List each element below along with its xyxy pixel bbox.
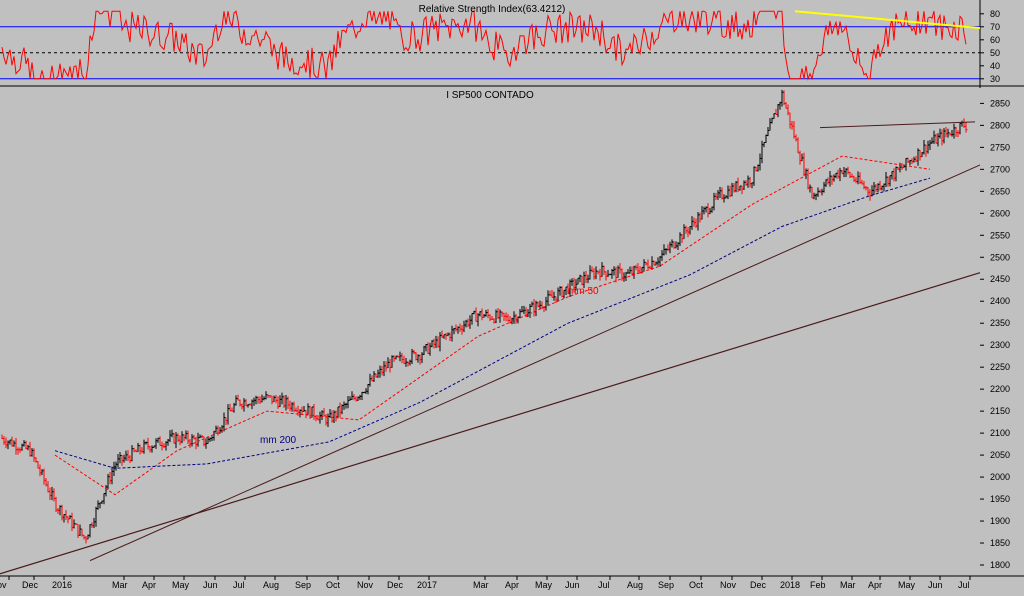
x-tick-label: Apr — [868, 580, 882, 590]
x-tick-label: Nov — [357, 580, 374, 590]
x-tick-label: 2017 — [417, 580, 437, 590]
rsi-tick-label: 40 — [990, 61, 1000, 71]
ma200-line — [54, 177, 931, 469]
rsi-tick-label: 80 — [990, 9, 1000, 19]
price-tick-label: 2650 — [990, 186, 1010, 196]
x-tick-label: Sep — [295, 580, 311, 590]
x-tick-label: Mar — [840, 580, 856, 590]
x-tick-label: Jun — [565, 580, 580, 590]
x-tick-label: 2018 — [780, 580, 800, 590]
rsi-panel — [0, 0, 1024, 576]
price-tick-label: 2100 — [990, 428, 1010, 438]
x-tick-label: Jun — [928, 580, 943, 590]
x-tick-label: 2016 — [52, 580, 72, 590]
price-chart-title: I SP500 CONTADO — [446, 90, 534, 101]
x-tick-label: May — [898, 580, 916, 590]
rsi-line — [1, 9, 967, 81]
price-panel — [0, 88, 1024, 591]
x-tick-label: Jun — [203, 580, 218, 590]
price-tick-label: 2400 — [990, 296, 1010, 306]
x-tick-label: Apr — [505, 580, 519, 590]
x-tick-label: Oct — [326, 580, 341, 590]
ma50-label: mm 50 — [568, 286, 599, 297]
price-tick-label: 2550 — [990, 230, 1010, 240]
ma50-line — [54, 155, 931, 496]
long-trendline — [0, 272, 981, 575]
resistance-line — [819, 121, 976, 129]
price-tick-label: 1850 — [990, 538, 1010, 548]
price-tick-label: 2150 — [990, 406, 1010, 416]
price-tick-label: 2450 — [990, 274, 1010, 284]
price-tick-label: 2750 — [990, 142, 1010, 152]
price-background — [0, 88, 1024, 591]
x-tick-label: Aug — [263, 580, 279, 590]
x-tick-label: Aug — [627, 580, 643, 590]
rsi-tick-label: 30 — [990, 74, 1000, 84]
price-tick-label: 2700 — [990, 164, 1010, 174]
price-tick-label: 2200 — [990, 384, 1010, 394]
rsi-tick-label: 60 — [990, 35, 1000, 45]
x-tick-label: Sep — [658, 580, 674, 590]
x-tick-label: Mar — [473, 580, 489, 590]
x-tick-label: May — [172, 580, 190, 590]
axis-labels: 30 40 50 60 70 80 1800 1850 1900 1950 2000 2050 2100… — [0, 9, 1010, 590]
x-tick-label: May — [535, 580, 553, 590]
x-tick-label: Jul — [958, 580, 970, 590]
price-tick-label: 2300 — [990, 340, 1010, 350]
rsi-plot — [1, 9, 981, 81]
x-tick-label: Apr — [142, 580, 156, 590]
x-tick-label: Oct — [689, 580, 704, 590]
x-tick-label: Dec — [750, 580, 767, 590]
x-tick-label: Dec — [22, 580, 39, 590]
rsi-background — [0, 0, 1024, 84]
price-tick-label: 2500 — [990, 252, 1010, 262]
price-tick-label: 2350 — [990, 318, 1010, 328]
price-tick-label: 2000 — [990, 472, 1010, 482]
price-tick-label: 2050 — [990, 450, 1010, 460]
price-tick-label: 2850 — [990, 98, 1010, 108]
price-tick-label: 1800 — [990, 560, 1010, 570]
x-tick-label: Jul — [233, 580, 245, 590]
price-tick-label: 2600 — [990, 208, 1010, 218]
rsi-title: Relative Strength Index(63.4212) — [419, 4, 566, 15]
x-tick-label: ov — [0, 580, 7, 590]
x-tick-label: Jul — [598, 580, 610, 590]
x-tick-label: Mar — [112, 580, 128, 590]
rsi-trendline — [794, 10, 981, 30]
x-tick-label: Feb — [810, 580, 826, 590]
price-tick-label: 1900 — [990, 516, 1010, 526]
support-trendline — [89, 164, 981, 562]
ma200-label: mm 200 — [260, 435, 297, 446]
price-tick-label: 2250 — [990, 362, 1010, 372]
x-tick-label: Dec — [387, 580, 404, 590]
price-plot — [0, 89, 981, 575]
price-tick-label: 2800 — [990, 120, 1010, 130]
rsi-tick-label: 50 — [990, 48, 1000, 58]
x-tick-label: Nov — [720, 580, 737, 590]
rsi-tick-label: 70 — [990, 22, 1000, 32]
price-tick-label: 1950 — [990, 494, 1010, 504]
